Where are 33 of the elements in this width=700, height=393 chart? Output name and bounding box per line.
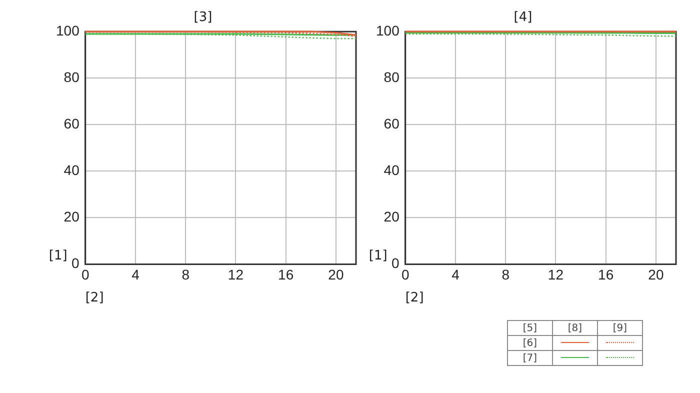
y-tick-label: 40 [384,162,400,178]
x-axis-title: [2] [405,290,424,306]
text: [8] [552,320,598,336]
y-tick-label: 40 [64,162,80,178]
y-tick-label: 80 [64,68,80,85]
chart-title: [4] [514,10,532,26]
y-axis-title: [1] [48,248,68,264]
chart-title: [3] [194,10,212,26]
x-tick-label: 20 [328,266,344,282]
y-tick-label: 60 [384,116,400,132]
x-tick-label: 4 [452,266,460,282]
y-tick-label: 0 [392,255,400,272]
y-tick-label: 20 [64,208,80,225]
text: [9] [598,320,642,336]
text: [6] [508,336,552,350]
x-tick-label: 8 [502,266,510,282]
text: [7] [508,350,552,366]
y-axis-title: [1] [368,248,388,264]
x-tick-label: 8 [182,266,190,282]
x-tick-label: 16 [278,266,294,282]
y-tick-label: 0 [72,255,80,272]
x-axis-title: [2] [85,290,104,306]
y-tick-label: 100 [376,22,400,38]
y-tick-label: 20 [384,208,400,225]
y-tick-label: 100 [56,22,80,38]
x-tick-label: 20 [648,266,664,282]
x-tick-label: 12 [228,266,244,282]
text: [5] [508,320,552,336]
x-tick-label: 16 [598,266,614,282]
x-tick-label: 12 [548,266,564,282]
y-tick-label: 80 [384,68,400,85]
y-tick-label: 60 [64,116,80,132]
x-tick-label: 4 [132,266,140,282]
